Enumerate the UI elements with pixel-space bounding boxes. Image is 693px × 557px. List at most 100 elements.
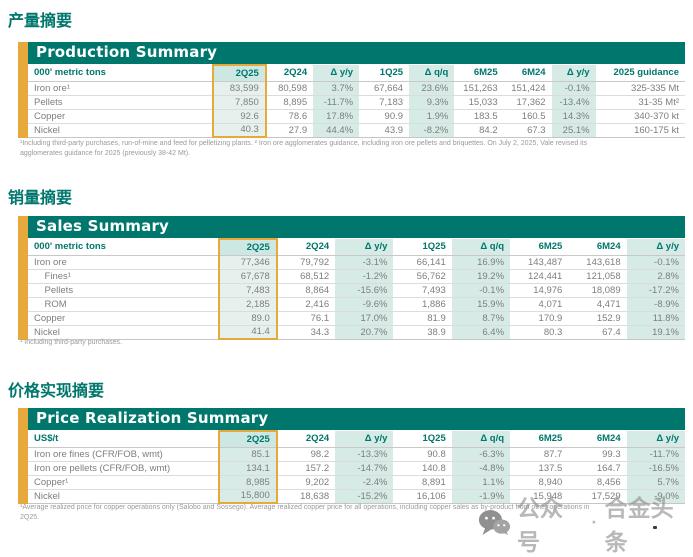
cell-delta-yy-6m: -8.9% [626,297,685,312]
production-column-header-row: 000' metric tons 2Q25 2Q24 Δ y/y 1Q25 Δ … [28,64,685,82]
unit-header: 000' metric tons [28,239,219,256]
cell-6m24: 18,089 [568,283,627,298]
cell-guidance: 340-370 kt [595,109,685,124]
cell-2q24: 8,864 [276,283,336,298]
cell-delta-yy: 44.4% [313,123,360,138]
cell-2q24: 98.2 [276,447,336,462]
row-label: Nickel [28,489,219,504]
cell-6m24: 67.4 [568,325,627,340]
cell-2q24: 27.9 [265,123,314,138]
row-label: Iron ore fines (CFR/FOB, wmt) [28,447,219,462]
cell-2q24: 9,202 [276,475,336,490]
cell-delta-yy: -3.1% [335,255,394,270]
section-heading-sales: 销量摘要 [8,188,73,207]
row-label: Iron ore¹ [28,81,214,96]
cell-6m24: 164.7 [568,461,627,476]
section-heading-price: 价格实现摘要 [8,381,105,400]
col-header-delta-yy-6m: Δ y/y [551,65,596,82]
table-row: Iron ore pellets (CFR/FOB, wmt) 134.1 15… [28,461,685,476]
col-header-2q25: 2Q25 [217,430,278,448]
cell-2q25: 8,985 [217,475,278,490]
cell-2q25: 15,800 [217,489,278,504]
cell-delta-yy: -1.2% [335,269,394,284]
row-label: Copper [28,311,219,326]
row-label: Iron ore pellets (CFR/FOB, wmt) [28,461,219,476]
cell-delta-qq: -0.1% [451,283,511,298]
col-header-2q25: 2Q25 [212,64,267,82]
cell-2q25: 67,678 [217,269,278,284]
col-header-1q25: 1Q25 [393,239,452,256]
table-row: Pellets 7,483 8,864 -15.6% 7,493 -0.1% 1… [28,283,685,298]
cell-2q25: 2,185 [217,297,278,312]
section-heading-production: 产量摘要 [8,11,73,30]
col-header-6m24: 6M24 [503,65,552,82]
cell-delta-yy-6m: 11.8% [626,311,685,326]
cell-delta-yy-6m: 14.3% [551,109,596,124]
cell-2q25: 77,346 [217,255,278,270]
watermark-account-label: 公众号 [517,496,563,556]
cell-delta-yy: -15.6% [335,283,394,298]
cell-6m25: 80.3 [510,325,569,340]
table-row: Fines¹ 67,678 68,512 -1.2% 56,762 19.2% … [28,269,685,284]
cell-delta-yy-6m: -0.1% [551,81,596,96]
table-row: Copper¹ 8,985 9,202 -2.4% 8,891 1.1% 8,9… [28,475,685,490]
cell-delta-yy: -14.7% [335,461,394,476]
cell-1q25: 90.8 [393,447,452,462]
col-header-6m25: 6M25 [454,65,504,82]
cell-6m25: 15,948 [510,489,569,504]
cell-delta-qq: 1.1% [451,475,511,490]
cell-1q25: 56,762 [393,269,452,284]
cell-2q24: 18,638 [276,489,336,504]
cell-6m24: 17,529 [568,489,627,504]
col-header-delta-yy: Δ y/y [335,239,394,256]
cell-delta-yy: 17.0% [335,311,394,326]
cell-delta-yy-6m: -9.0% [626,489,685,504]
price-realization-summary-table: Price Realization Summary US$/t 2Q25 2Q2… [18,408,685,504]
sales-column-header-row: 000' metric tons 2Q25 2Q24 Δ y/y 1Q25 Δ … [28,238,685,256]
cell-6m24: 143,618 [568,255,627,270]
cell-2q25: 41.4 [217,325,278,340]
row-label: Iron ore [28,255,219,270]
cell-2q24: 80,598 [265,81,314,96]
cell-1q25: 8,891 [393,475,452,490]
cell-2q25: 92.6 [212,109,267,124]
sales-table: 000' metric tons 2Q25 2Q24 Δ y/y 1Q25 Δ … [28,238,685,340]
cell-1q25: 1,886 [393,297,452,312]
cell-delta-qq: -6.3% [451,447,511,462]
footnote-line: ¹Average realized price for copper opera… [20,504,590,511]
table-row: Iron ore fines (CFR/FOB, wmt) 85.1 98.2 … [28,447,685,462]
unit-header: 000' metric tons [28,65,214,82]
cell-2q24: 68,512 [276,269,336,284]
col-header-1q25: 1Q25 [393,431,452,448]
cell-delta-qq: 1.9% [409,109,455,124]
cell-1q25: 90.9 [359,109,410,124]
cell-delta-qq: 6.4% [451,325,511,340]
cell-2q25: 134.1 [217,461,278,476]
col-header-guidance: 2025 guidance [595,65,685,82]
cell-6m25: 151,263 [454,81,504,96]
footnote-line: ¹Including third-party purchases, run-of… [20,140,588,147]
col-header-6m25: 6M25 [510,431,569,448]
footnote-line: agglomerates guidance for 2025 (previous… [20,149,191,157]
cell-2q24: 2,416 [276,297,336,312]
table-row: Pellets 7,850 8,895 -11.7% 7,183 9.3% 15… [28,95,685,110]
cell-6m24: 152.9 [568,311,627,326]
cell-6m25: 14,976 [510,283,569,298]
cell-1q25: 7,493 [393,283,452,298]
cell-delta-yy-6m: -16.5% [626,461,685,476]
footnote-line: ¹ Including third-party purchases. [20,339,122,346]
row-label: Nickel [28,123,214,138]
sales-table-title: Sales Summary [28,216,685,238]
production-footnote: ¹Including third-party purchases, run-of… [20,139,683,158]
cell-delta-yy: -15.2% [335,489,394,504]
cell-2q25: 40.3 [212,123,267,138]
cell-6m25: 87.7 [510,447,569,462]
cell-guidance: 31-35 Mt² [595,95,685,110]
table-row: Nickel 15,800 18,638 -15.2% 16,106 -1.9%… [28,489,685,504]
cell-guidance: 160-175 kt [595,123,685,138]
cell-1q25: 67,664 [359,81,410,96]
cell-2q25: 7,850 [212,95,267,110]
cell-6m25: 15,033 [454,95,504,110]
cell-2q24: 78.6 [265,109,314,124]
table-row: Copper 89.0 76.1 17.0% 81.9 8.7% 170.9 1… [28,311,685,326]
